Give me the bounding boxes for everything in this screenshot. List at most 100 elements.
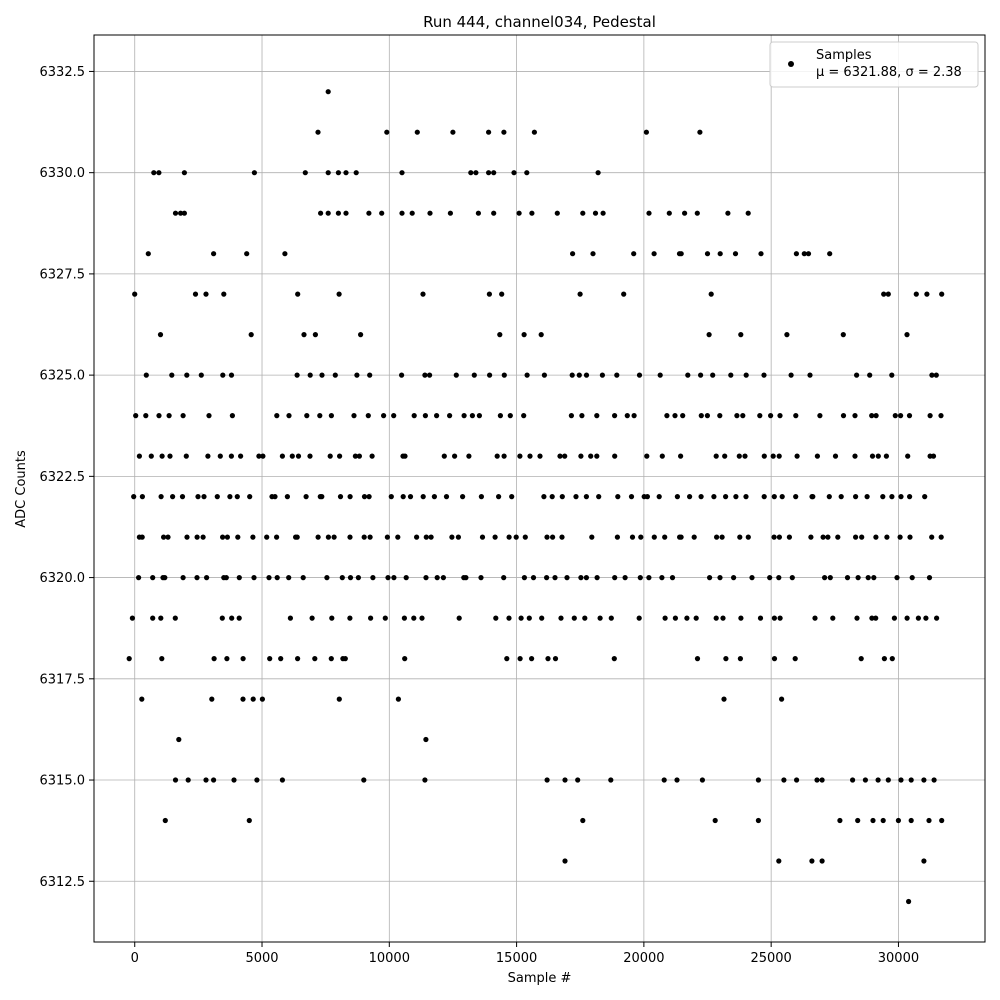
data-point (256, 453, 262, 459)
data-point (325, 210, 331, 216)
data-point (287, 615, 293, 621)
data-point (898, 413, 904, 419)
y-tick-label: 6315.0 (40, 774, 86, 789)
data-point (487, 372, 493, 378)
data-point (201, 494, 207, 500)
data-point (294, 372, 300, 378)
data-point (894, 575, 900, 581)
data-point (366, 210, 372, 216)
legend: Samples μ = 6321.88, σ = 2.38 (769, 41, 979, 88)
data-point (568, 413, 575, 419)
data-point (580, 817, 586, 824)
data-point (497, 332, 503, 338)
data-point (286, 575, 292, 581)
data-point (192, 291, 199, 297)
data-point (614, 534, 621, 540)
data-point (422, 777, 428, 783)
data-point (771, 615, 778, 621)
data-point (194, 575, 200, 581)
data-point (317, 413, 323, 419)
data-point (286, 413, 292, 419)
data-point (699, 777, 706, 783)
data-point (580, 210, 586, 216)
data-point (254, 777, 260, 783)
data-point (577, 291, 583, 297)
data-point (743, 372, 749, 378)
data-point (198, 372, 204, 378)
data-point (145, 251, 151, 257)
data-point (578, 575, 584, 581)
data-point (486, 129, 492, 135)
data-point (337, 453, 343, 459)
data-point (402, 453, 408, 459)
data-point (889, 494, 895, 500)
data-point (873, 413, 879, 419)
data-point (736, 453, 742, 459)
chart-title: Run 444, channel034, Pedestal (423, 13, 656, 31)
data-point (636, 372, 643, 378)
data-point (453, 372, 459, 378)
x-tick-label: 10000 (369, 951, 410, 966)
data-point (395, 534, 401, 540)
data-point (325, 89, 331, 95)
data-point (234, 494, 240, 500)
data-point (537, 453, 543, 459)
data-point (583, 575, 590, 581)
data-point (518, 615, 524, 621)
data-point (220, 534, 226, 540)
data-point (221, 291, 227, 297)
data-point (368, 615, 374, 621)
data-point (224, 656, 230, 662)
data-point (427, 210, 433, 216)
data-point (672, 615, 679, 621)
data-point (898, 777, 904, 783)
data-point (761, 372, 767, 378)
data-point (266, 575, 272, 581)
data-point (309, 615, 315, 621)
data-point (745, 534, 751, 540)
data-point (758, 251, 764, 257)
data-point (595, 170, 601, 176)
data-point (401, 615, 407, 621)
data-point (578, 453, 584, 459)
data-point (771, 494, 777, 500)
data-point (538, 332, 544, 338)
data-point (427, 372, 433, 378)
data-point (852, 453, 858, 459)
data-point (449, 534, 455, 540)
data-point (440, 575, 446, 581)
data-point (521, 332, 527, 338)
data-point (240, 696, 246, 702)
data-point (428, 534, 434, 540)
data-point (228, 453, 234, 459)
data-point (779, 696, 785, 702)
data-point (698, 372, 704, 378)
data-point (365, 413, 371, 419)
data-point (235, 534, 241, 540)
data-point (694, 210, 700, 216)
data-point (526, 615, 532, 621)
data-point (704, 251, 711, 257)
data-point (622, 575, 628, 581)
data-point (347, 534, 353, 540)
data-point (930, 453, 937, 459)
data-point (939, 291, 945, 297)
data-point (195, 494, 201, 500)
data-point (423, 575, 429, 581)
data-point (873, 534, 879, 540)
y-tick-label: 6325.0 (40, 369, 86, 384)
data-point (399, 210, 405, 216)
data-point (707, 575, 713, 581)
data-point (672, 413, 678, 419)
data-point (302, 170, 308, 176)
data-point (678, 453, 684, 459)
data-point (867, 372, 873, 378)
data-point (825, 534, 831, 540)
data-point (698, 494, 704, 500)
data-point (244, 251, 250, 257)
data-point (853, 494, 859, 500)
data-point (869, 615, 875, 621)
data-point (172, 615, 178, 621)
data-point (830, 615, 836, 621)
data-point (805, 251, 812, 257)
